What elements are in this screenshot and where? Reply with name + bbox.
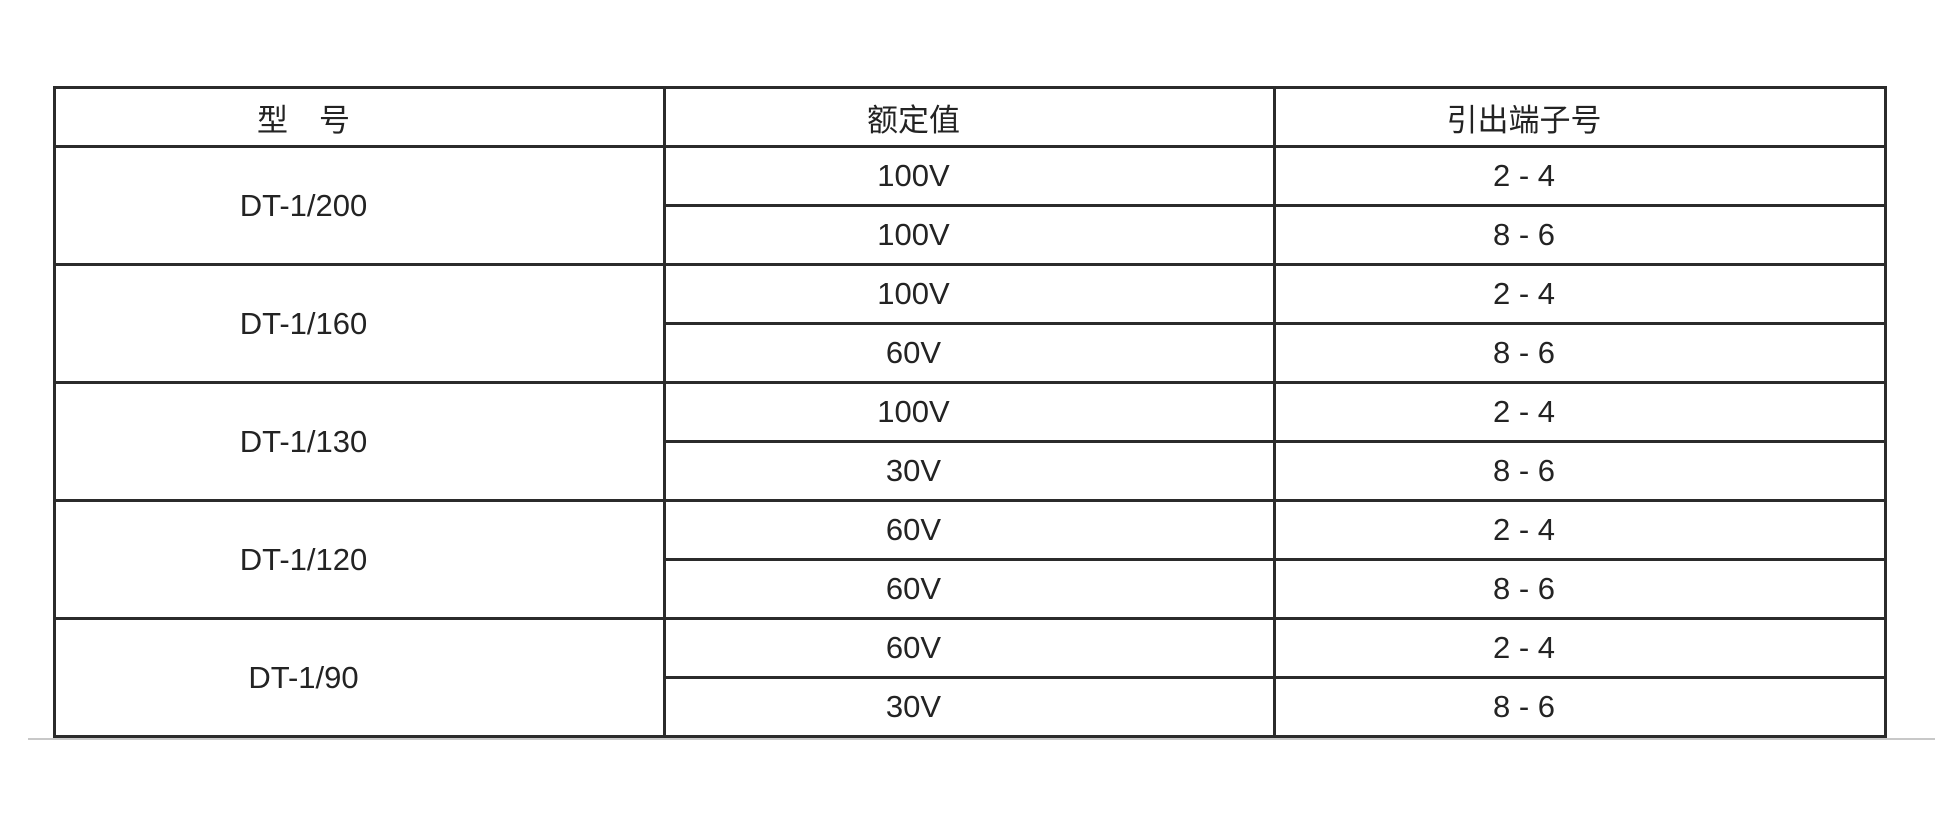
table-row: 30V 8 - 6 [55, 676, 1887, 738]
table-row: 30V 8 - 6 [55, 440, 1887, 502]
table-row: DT-1/130 100V 2 - 4 [53, 381, 1887, 502]
column-header-model: 型 号 [53, 86, 666, 148]
model-cell: DT-1/130 [53, 381, 666, 502]
rated-value-cell: 60V [663, 558, 1276, 620]
terminal-cell: 2 - 4 [1273, 617, 1887, 679]
terminal-cell: 8 - 6 [1273, 558, 1887, 620]
model-cell: DT-1/90 [53, 617, 666, 738]
model-cell: DT-1/120 [53, 499, 666, 620]
rated-value-cell: 30V [663, 440, 1276, 502]
model-cell: DT-1/200 [53, 145, 666, 266]
rated-value-cell: 60V [663, 499, 1276, 561]
terminal-cell: 2 - 4 [1273, 381, 1887, 443]
model-cell: DT-1/160 [53, 263, 666, 384]
table-row: DT-1/90 60V 2 - 4 [53, 617, 1887, 738]
table-row: DT-1/160 100V 2 - 4 [53, 263, 1887, 384]
rated-value-cell: 60V [663, 322, 1276, 384]
rated-value-cell: 30V [663, 676, 1276, 738]
terminal-cell: 2 - 4 [1273, 499, 1887, 561]
table-row: 100V 8 - 6 [55, 204, 1887, 266]
spec-table-body: DT-1/200 100V 2 - 4 100V 8 - 6 DT-1/160 … [53, 145, 1887, 738]
column-header-rated: 额定值 [663, 86, 1276, 148]
terminal-cell: 8 - 6 [1273, 322, 1887, 384]
rated-value-cell: 100V [663, 204, 1276, 266]
table-row: 60V 8 - 6 [55, 322, 1887, 384]
terminal-cell: 8 - 6 [1273, 440, 1887, 502]
table-row: DT-1/200 100V 2 - 4 [53, 145, 1887, 266]
header-row: 型 号 额定值 引出端子号 [53, 86, 1887, 148]
rated-value-cell: 100V [663, 381, 1276, 443]
rated-value-cell: 100V [663, 263, 1276, 325]
table-row: DT-1/120 60V 2 - 4 [53, 499, 1887, 620]
terminal-cell: 8 - 6 [1273, 204, 1887, 266]
rated-value-cell: 100V [663, 145, 1276, 207]
terminal-cell: 8 - 6 [1273, 676, 1887, 738]
spec-table-header: 型 号 额定值 引出端子号 [53, 86, 1887, 148]
rated-value-cell: 60V [663, 617, 1276, 679]
spec-table: 型 号 额定值 引出端子号 DT-1/200 100V 2 - 4 100V 8… [53, 86, 1887, 738]
table-row: 60V 8 - 6 [55, 558, 1887, 620]
column-header-terminal: 引出端子号 [1273, 86, 1887, 148]
scan-shadow-line [28, 738, 1935, 740]
terminal-cell: 2 - 4 [1273, 145, 1887, 207]
terminal-cell: 2 - 4 [1273, 263, 1887, 325]
